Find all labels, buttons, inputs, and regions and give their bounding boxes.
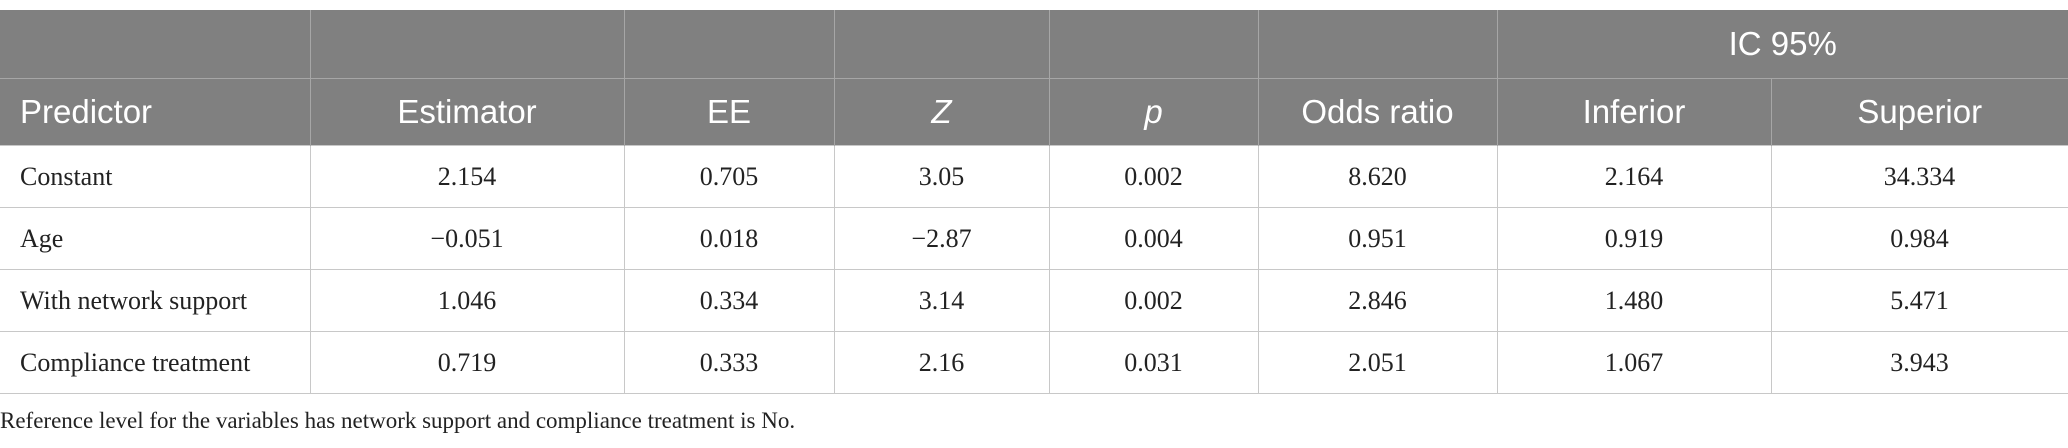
group-header: IC 95% xyxy=(1496,10,2068,79)
cell: 0.334 xyxy=(623,269,835,332)
cell: 0.333 xyxy=(623,331,835,394)
cell: 0.719 xyxy=(309,331,625,394)
cell: 1.067 xyxy=(1496,331,1772,394)
cell: 1.046 xyxy=(309,269,625,332)
column-header: Superior xyxy=(1770,78,2068,146)
cell: −0.051 xyxy=(309,207,625,270)
cell: 2.154 xyxy=(309,145,625,208)
cell: 3.05 xyxy=(833,145,1050,208)
cell: 3.943 xyxy=(1770,331,2068,394)
cell: 3.14 xyxy=(833,269,1050,332)
column-header: Estimator xyxy=(309,78,624,146)
table-row: With network support 1.046 0.334 3.14 0.002 2… xyxy=(0,269,2068,332)
column-header: EE xyxy=(623,78,834,146)
cell: 0.018 xyxy=(623,207,835,270)
table-row: Compliance treatment 0.719 0.333 2.16 0.031 2… xyxy=(0,331,2068,394)
cell: 8.620 xyxy=(1257,145,1498,208)
column-header: p xyxy=(1048,78,1258,146)
table-row: Constant 2.154 0.705 3.05 0.002 8.620 2.164 34.… xyxy=(0,145,2068,208)
cell: 0.984 xyxy=(1770,207,2068,270)
cell: 1.480 xyxy=(1496,269,1772,332)
cell: 0.031 xyxy=(1048,331,1259,394)
row-label: Constant xyxy=(0,145,311,208)
row-label: Age xyxy=(0,207,311,270)
cell: −2.87 xyxy=(833,207,1050,270)
cell: 0.002 xyxy=(1048,269,1259,332)
cell: 0.705 xyxy=(623,145,835,208)
cell: 2.164 xyxy=(1496,145,1772,208)
column-header: Predictor xyxy=(0,78,310,146)
cell: 0.951 xyxy=(1257,207,1498,270)
column-header: Inferior xyxy=(1496,78,1771,146)
cell: 5.471 xyxy=(1770,269,2068,332)
row-label: Compliance treatment xyxy=(0,331,311,394)
cell: 0.002 xyxy=(1048,145,1259,208)
column-header: Odds ratio xyxy=(1257,78,1497,146)
table-row: Age −0.051 0.018 −2.87 0.004 0.951 0.919 0.984 xyxy=(0,207,2068,270)
cell: 0.004 xyxy=(1048,207,1259,270)
cell: 2.051 xyxy=(1257,331,1498,394)
cell: 2.846 xyxy=(1257,269,1498,332)
row-label: With network support xyxy=(0,269,311,332)
cell: 0.919 xyxy=(1496,207,1772,270)
cell: 2.16 xyxy=(833,331,1050,394)
footnote: Reference level for the variables has ne… xyxy=(0,408,796,433)
cell: 34.334 xyxy=(1770,145,2068,208)
column-header: Z xyxy=(833,78,1049,146)
